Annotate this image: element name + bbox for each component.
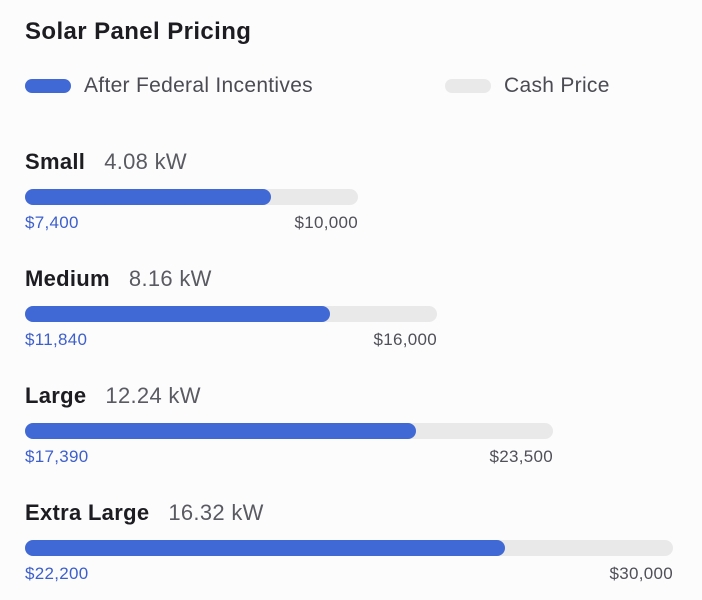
incentive-price: $17,390 — [25, 447, 89, 466]
cash-price: $10,000 — [294, 213, 358, 232]
size-name: Medium — [25, 266, 110, 291]
incentive-price: $11,840 — [25, 330, 88, 349]
cash-price: $30,000 — [609, 564, 673, 583]
price-row: $11,840 $16,000 — [25, 330, 437, 350]
size-name: Large — [25, 383, 87, 408]
incentives-legend-label: After Federal Incentives — [84, 74, 313, 97]
size-row-small: Small 4.08 kW $7,400 $10,000 — [25, 149, 677, 233]
legend-item-incentives: After Federal Incentives — [25, 74, 313, 98]
bar-fill — [25, 540, 505, 556]
size-name: Small — [25, 149, 86, 174]
size-row-extra-large: Extra Large 16.32 kW $22,200 $30,000 — [25, 500, 677, 584]
row-head: Medium 8.16 kW — [25, 266, 677, 292]
bar-fill — [25, 306, 330, 322]
bar-track — [25, 189, 358, 205]
bar-track — [25, 423, 553, 439]
bar-track — [25, 306, 437, 322]
bar-fill — [25, 423, 416, 439]
price-row: $17,390 $23,500 — [25, 447, 553, 467]
row-head: Small 4.08 kW — [25, 149, 677, 175]
row-head: Extra Large 16.32 kW — [25, 500, 677, 526]
incentive-price: $7,400 — [25, 213, 79, 232]
cash-legend-label: Cash Price — [504, 74, 610, 97]
size-capacity: 4.08 kW — [104, 149, 187, 174]
cash-swatch-icon — [445, 79, 491, 93]
size-row-large: Large 12.24 kW $17,390 $23,500 — [25, 383, 677, 467]
row-head: Large 12.24 kW — [25, 383, 677, 409]
legend: After Federal Incentives Cash Price — [25, 74, 677, 98]
price-row: $22,200 $30,000 — [25, 564, 673, 584]
size-row-medium: Medium 8.16 kW $11,840 $16,000 — [25, 266, 677, 350]
incentives-swatch-icon — [25, 79, 71, 93]
size-rows: Small 4.08 kW $7,400 $10,000 Medium 8.16… — [25, 149, 677, 584]
bar-fill — [25, 189, 272, 205]
bar-track — [25, 540, 673, 556]
legend-item-cash: Cash Price — [445, 74, 610, 98]
size-capacity: 8.16 kW — [128, 266, 212, 291]
cash-price: $16,000 — [373, 330, 437, 349]
page-title: Solar Panel Pricing — [25, 18, 252, 45]
cash-price: $23,500 — [489, 447, 553, 466]
price-row: $7,400 $10,000 — [25, 213, 358, 233]
incentive-price: $22,200 — [25, 564, 89, 583]
size-capacity: 16.32 kW — [168, 500, 264, 525]
size-name: Extra Large — [25, 500, 150, 525]
size-capacity: 12.24 kW — [105, 383, 201, 408]
